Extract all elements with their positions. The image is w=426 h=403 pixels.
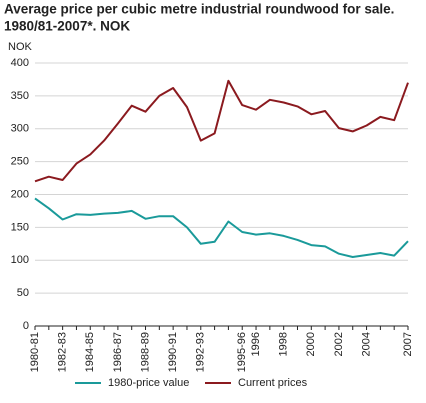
data-line: [34, 79, 409, 183]
x-tick-label: 2000: [305, 332, 317, 356]
y-tick-label: 350: [11, 90, 29, 102]
x-tick-label: 1980-81: [29, 332, 41, 372]
y-tick-label: 0: [23, 320, 29, 332]
x-tick-label: 2002: [333, 332, 345, 356]
x-tick-label: 1996: [250, 332, 262, 356]
y-tick-label: 50: [17, 287, 29, 299]
x-tick-label: 1995-96: [236, 332, 248, 372]
legend-label: Current prices: [238, 377, 308, 389]
x-tick-label: 1982-83: [57, 332, 69, 372]
data-line: [34, 197, 409, 258]
x-tick-label: 1988-89: [139, 332, 151, 372]
x-tick-label: 2004: [360, 332, 372, 356]
x-tick-label: 1990-91: [167, 332, 179, 372]
legend-label: 1980-price value: [108, 377, 189, 389]
y-tick-label: 250: [11, 156, 29, 168]
y-axis-label: NOK: [8, 41, 33, 53]
y-tick-label: 150: [11, 221, 29, 233]
x-tick-label: 1992-93: [195, 332, 207, 372]
y-tick-label: 400: [11, 57, 29, 69]
y-tick-label: 200: [11, 188, 29, 200]
y-tick-label: 100: [11, 254, 29, 266]
chart-title: 1980/81-2007*. NOK: [4, 19, 130, 34]
chart-title: Average price per cubic metre industrial…: [4, 2, 394, 17]
x-tick-label: 1984-85: [84, 332, 96, 372]
x-tick-label: 1998: [278, 332, 290, 356]
x-tick-label: 2007: [402, 332, 414, 356]
y-tick-label: 300: [11, 123, 29, 135]
x-tick-label: 1986-87: [112, 332, 124, 372]
